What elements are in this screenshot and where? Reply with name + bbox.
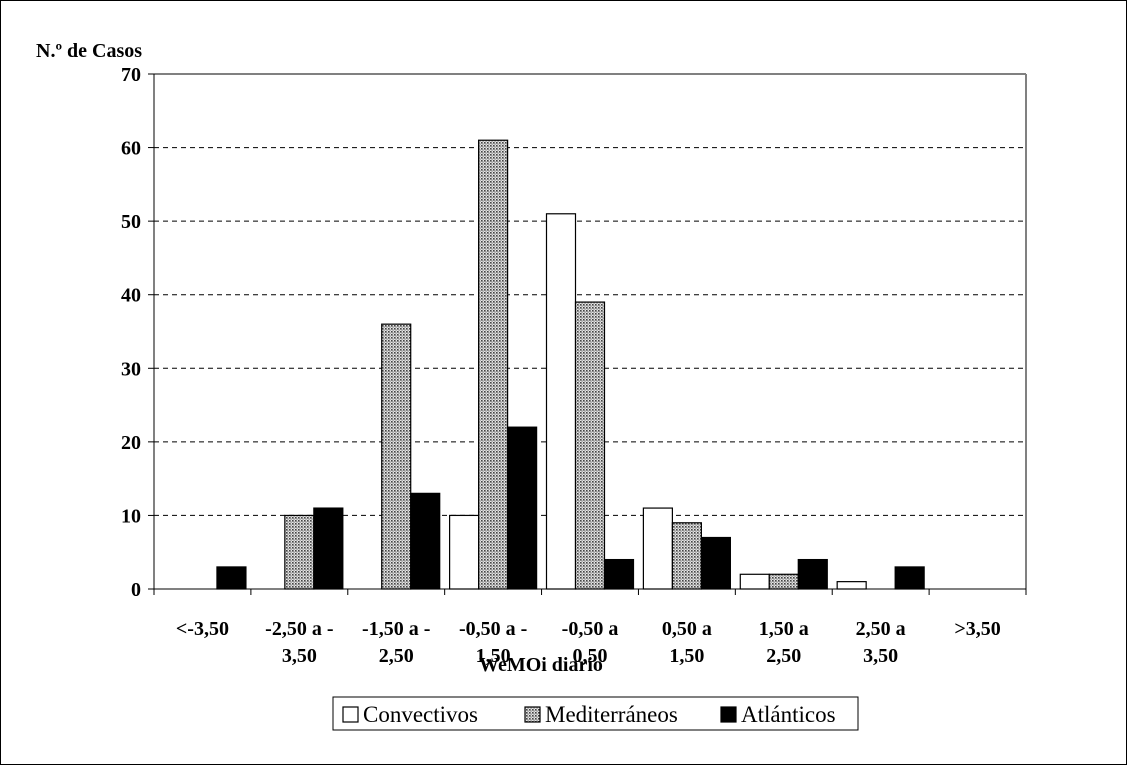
y-tick-label-50: 50: [121, 211, 141, 233]
legend-label-convectivos: Convectivos: [363, 702, 478, 727]
bar-atlánticos-2: [410, 492, 441, 590]
legend-label-mediterráneos: Mediterráneos: [545, 702, 678, 727]
x-tick-label-4-line2: 0,50: [573, 645, 608, 667]
x-tick-label-3: -0,50 a -: [459, 618, 527, 640]
y-tick-label-70: 70: [121, 64, 141, 86]
legend-swatch-atlánticos: [720, 706, 737, 723]
x-tick-label-8: >3,50: [954, 618, 1000, 640]
bar-mediterráneos-4: [574, 301, 606, 590]
bar-atlánticos-1: [313, 507, 344, 590]
bar-convectivos-4: [545, 213, 577, 590]
x-tick-label-6: 1,50 a: [759, 618, 809, 640]
y-tick-label-40: 40: [121, 285, 141, 307]
y-tick-label-0: 0: [131, 579, 141, 601]
x-tick-label-7-line2: 3,50: [863, 645, 898, 667]
bar-atlánticos-5: [700, 536, 731, 590]
legend-swatch-mediterráneos: [524, 706, 541, 723]
x-tick-label-1-line2: 3,50: [282, 645, 317, 667]
bar-convectivos-7: [836, 581, 867, 590]
x-tick-label-5-line2: 1,50: [669, 645, 704, 667]
x-tick-label-2-line2: 2,50: [379, 645, 414, 667]
bar-atlánticos-7: [894, 566, 925, 590]
y-tick-label-20: 20: [121, 432, 141, 454]
x-tick-label-6-line2: 2,50: [766, 645, 801, 667]
y-axis-title: N.º de Casos: [36, 40, 142, 62]
bar-atlánticos-6: [797, 558, 828, 590]
y-tick-label-10: 10: [121, 505, 141, 527]
legend-box: [332, 696, 859, 731]
bar-mediterráneos-3: [478, 139, 509, 590]
bar-convectivos-5: [642, 507, 673, 590]
legend: Convectivos Mediterráneos Atlánticos: [332, 696, 859, 731]
x-tick-label-1: -2,50 a -: [265, 618, 333, 640]
x-tick-label-2: -1,50 a -: [362, 618, 430, 640]
x-tick-label-0: <-3,50: [176, 618, 229, 640]
bars: [216, 139, 925, 590]
y-tick-label-30: 30: [121, 358, 141, 380]
y-tick-label-60: 60: [121, 138, 141, 160]
x-tick-label-3-line2: 1,50: [476, 645, 511, 667]
bar-mediterráneos-5: [671, 522, 702, 590]
bar-convectivos-6: [739, 573, 770, 590]
bar-atlánticos-4: [603, 558, 635, 590]
x-tick-label-5: 0,50 a: [662, 618, 712, 640]
x-tick-label-7: 2,50 a: [856, 618, 906, 640]
bar-mediterráneos-2: [381, 323, 412, 590]
bar-convectivos-3: [449, 514, 480, 590]
bar-atlánticos-0: [216, 566, 247, 590]
legend-swatch-convectivos: [342, 706, 359, 723]
bar-mediterráneos-6: [768, 573, 799, 590]
bar-atlánticos-3: [507, 426, 538, 590]
x-tick-label-4: -0,50 a: [562, 618, 619, 640]
bar-mediterráneos-1: [284, 514, 315, 590]
axes: 0 10 20 30 40 50 60 70 <-3,50 -2,50 a - 3,50 -1,50 …: [121, 64, 1027, 667]
legend-label-atlánticos: Atlánticos: [741, 702, 836, 727]
x-axis-title: WeMOi diario: [479, 654, 603, 676]
